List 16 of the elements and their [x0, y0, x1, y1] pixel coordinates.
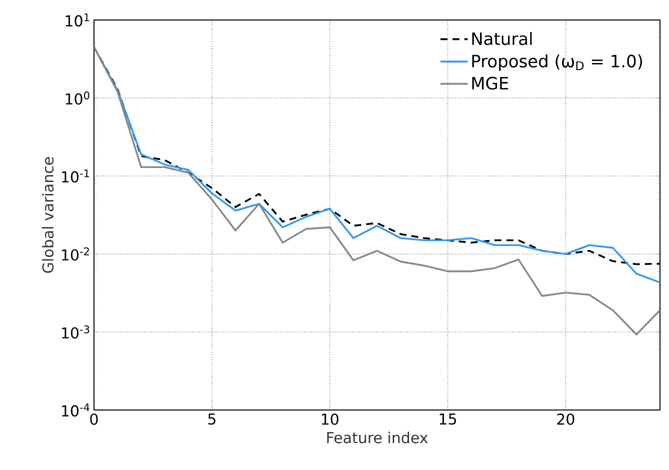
- y-tick-label: 10$^{1}$: [66, 13, 90, 27]
- legend-label: Proposed (ω$_{D}$ = 1.0): [472, 54, 642, 71]
- x-tick-label: 20: [557, 414, 574, 425]
- y-axis-title: Global variance: [42, 157, 54, 273]
- x-tick-label: 0: [90, 414, 98, 425]
- y-tick-label: 10$^{-1}$: [62, 169, 90, 183]
- y-tick-label: 10$^{0}$: [66, 91, 90, 105]
- x-tick-label: 10: [322, 414, 338, 425]
- legend-label: MGE: [472, 76, 508, 90]
- legend-label: Natural: [472, 32, 532, 46]
- x-tick-label: 5: [208, 414, 216, 425]
- y-tick-label: 10$^{-2}$: [62, 247, 89, 261]
- x-tick-label: 15: [440, 414, 456, 425]
- y-tick-label: 10$^{-3}$: [62, 325, 90, 339]
- x-axis-title: Feature index: [327, 432, 428, 444]
- y-tick-label: 10$^{-4}$: [62, 403, 90, 417]
